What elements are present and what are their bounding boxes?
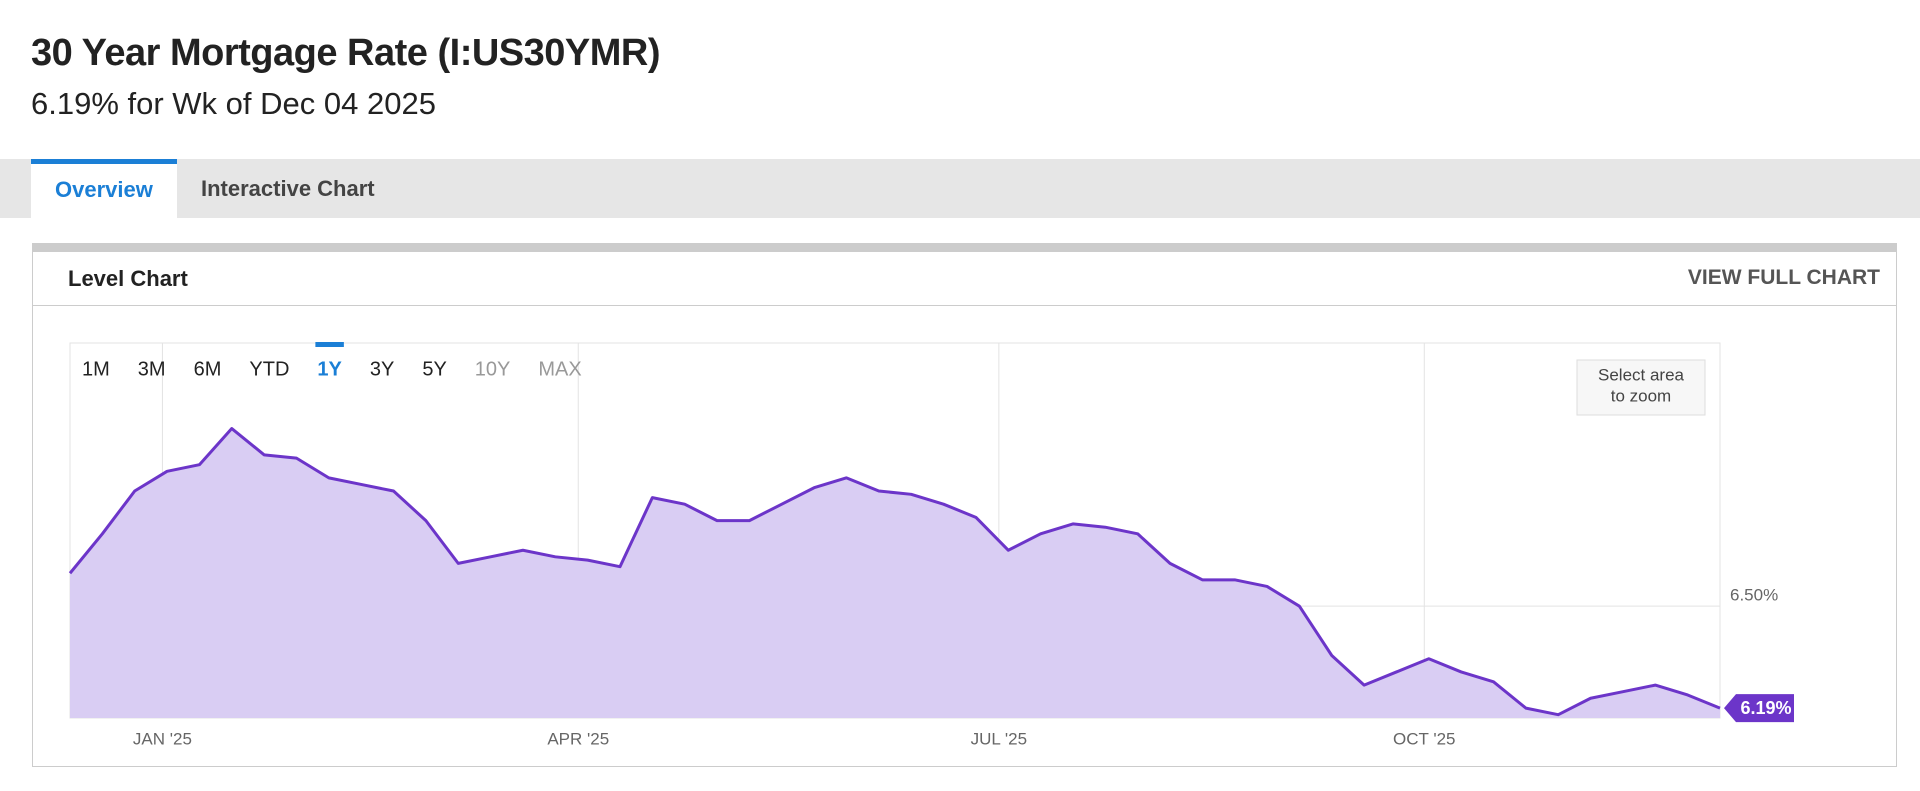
range-button: MAX [538, 358, 581, 380]
range-button[interactable]: YTD [249, 358, 289, 380]
range-button[interactable]: 3Y [370, 358, 394, 380]
view-full-chart[interactable]: VIEW FULL CHART [1687, 266, 1880, 289]
range-indicator [315, 342, 344, 347]
range-button[interactable]: 3M [138, 358, 166, 380]
x-tick-label: JAN '25 [133, 729, 192, 748]
x-tick-label: APR '25 [547, 729, 609, 748]
zoom-hint: to zoom [1611, 386, 1671, 405]
range-button[interactable]: 1Y [317, 358, 342, 380]
last-value-tag [1724, 694, 1794, 723]
card-title: Level Chart [68, 266, 188, 291]
page-subtitle: 6.19% for Wk of Dec 04 2025 [31, 86, 436, 121]
y-tick-label: 6.50% [1730, 586, 1778, 605]
chart-card [32, 243, 1897, 767]
range-button[interactable]: 1M [82, 358, 110, 380]
tab[interactable]: Interactive Chart [201, 176, 375, 201]
x-tick-label: JUL '25 [971, 729, 1027, 748]
page-title: 30 Year Mortgage Rate (I:US30YMR) [31, 32, 661, 74]
tab-bar: Overview Interactive Chart [0, 159, 1920, 218]
range-button[interactable]: 5Y [422, 358, 446, 380]
tab[interactable]: Overview [31, 159, 177, 218]
zoom-hint-box [1576, 359, 1706, 416]
last-value-label: 6.19% [1740, 698, 1791, 718]
x-tick-label: OCT '25 [1393, 729, 1455, 748]
range-button[interactable]: 6M [194, 358, 222, 380]
line [68, 427, 1721, 717]
range-button: 10Y [475, 358, 511, 380]
zoom-hint: Select area [1598, 365, 1685, 384]
area [70, 428, 1720, 718]
divider [33, 305, 1896, 306]
